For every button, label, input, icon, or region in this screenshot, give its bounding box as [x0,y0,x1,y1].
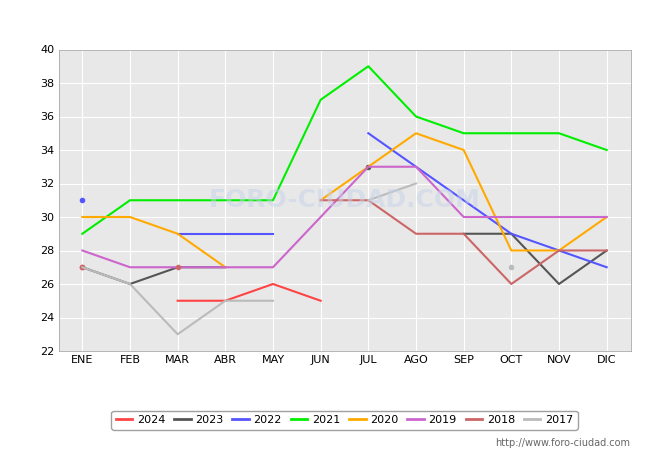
Legend: 2024, 2023, 2022, 2021, 2020, 2019, 2018, 2017: 2024, 2023, 2022, 2021, 2020, 2019, 2018… [111,411,578,430]
Text: Afiliados en Muelas de los Caballeros a 31/5/2024: Afiliados en Muelas de los Caballeros a … [118,11,532,29]
Text: http://www.foro-ciudad.com: http://www.foro-ciudad.com [495,438,630,448]
Text: FORO-CIUDAD.COM: FORO-CIUDAD.COM [209,188,480,212]
